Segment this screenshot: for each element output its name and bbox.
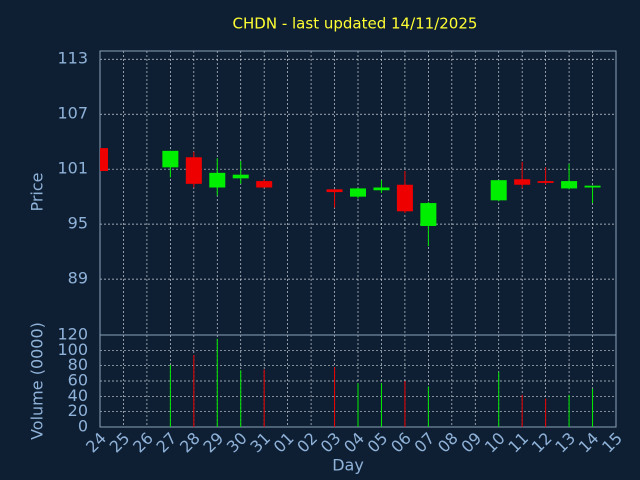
- volume-tick-label: 20: [68, 401, 88, 420]
- x-axis-label: Day: [332, 456, 364, 475]
- candle-body: [373, 187, 390, 191]
- candle-body: [232, 174, 249, 179]
- candle-body: [584, 185, 601, 188]
- candle-area: [100, 148, 601, 247]
- candle-body: [185, 157, 202, 184]
- candle-body: [162, 150, 179, 168]
- y-axis-label: Price: [28, 172, 47, 211]
- y-tick-label: 101: [57, 159, 88, 178]
- y-tick-label: 113: [57, 49, 88, 68]
- y-tick-label: 89: [68, 269, 88, 288]
- candle-body: [326, 189, 343, 193]
- candle-body: [537, 181, 554, 183]
- volume-tick-label: 0: [78, 417, 88, 436]
- candle-body: [100, 148, 108, 172]
- y-tick-label: 95: [68, 214, 88, 233]
- volume-tick-label: 80: [68, 355, 88, 374]
- volume-tick-label: 40: [68, 386, 88, 405]
- candle-body: [209, 172, 226, 188]
- volume-tick-label: 60: [68, 371, 88, 390]
- candle-body: [490, 180, 507, 201]
- volume-axis-label: Volume (0000): [28, 322, 47, 440]
- chart-title: CHDN - last updated 14/11/2025: [233, 15, 478, 33]
- y-tick-label: 107: [57, 104, 88, 123]
- candle-body: [350, 188, 366, 197]
- candle-body: [514, 179, 531, 185]
- volume-tick-label: 100: [57, 340, 88, 359]
- volume-tick-label: 120: [57, 325, 88, 344]
- candle-body: [561, 181, 578, 189]
- candle-body: [420, 203, 437, 226]
- candle-body: [256, 181, 273, 188]
- candle-body: [396, 184, 413, 212]
